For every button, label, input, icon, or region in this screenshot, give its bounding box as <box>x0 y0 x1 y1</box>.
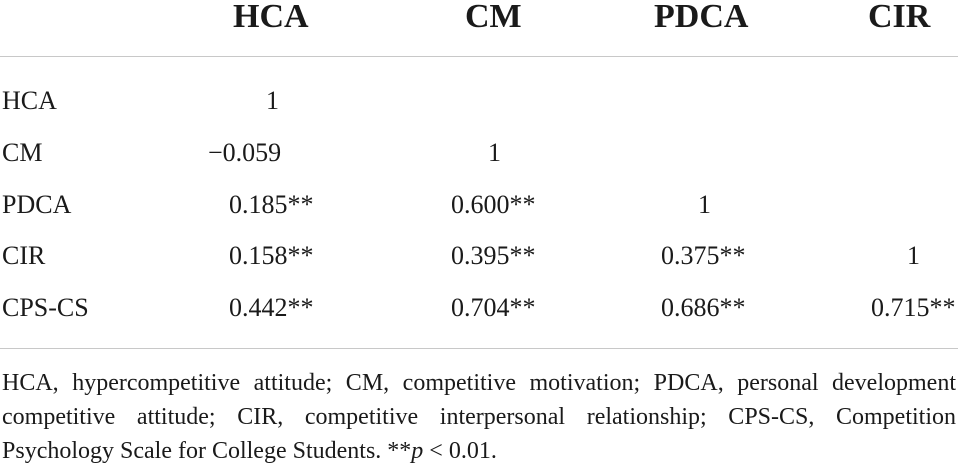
table-footnote: HCA, hypercompetitive attitude; CM, comp… <box>2 366 956 468</box>
footnote-text: HCA, hypercompetitive attitude; CM, comp… <box>2 370 956 464</box>
row-label-cir: CIR <box>2 241 46 270</box>
cell-pdca-hca: 0.185** <box>229 190 314 219</box>
cell-cir-cir: 1 <box>907 241 920 270</box>
row-label-cm: CM <box>2 138 43 167</box>
column-header-hca: HCA <box>233 0 309 35</box>
cell-cpscs-cir: 0.715** <box>871 293 956 322</box>
footnote-p-symbol: p <box>411 438 424 464</box>
cell-cm-cm: 1 <box>488 138 501 167</box>
cell-hca-hca: 1 <box>266 86 279 115</box>
footnote-p-threshold: < 0.01. <box>423 438 497 464</box>
cell-cpscs-hca: 0.442** <box>229 293 314 322</box>
cell-cm-hca: −0.059 <box>208 138 282 167</box>
cell-cir-cm: 0.395** <box>451 241 536 270</box>
cell-cir-pdca: 0.375** <box>661 241 746 270</box>
cell-cpscs-cm: 0.704** <box>451 293 536 322</box>
column-header-cir: CIR <box>868 0 931 35</box>
cell-cpscs-pdca: 0.686** <box>661 293 746 322</box>
row-label-cps-cs: CPS-CS <box>2 293 89 322</box>
header-rule <box>0 56 958 57</box>
footer-rule <box>0 348 958 349</box>
cell-pdca-pdca: 1 <box>698 190 711 219</box>
cell-pdca-cm: 0.600** <box>451 190 536 219</box>
row-label-pdca: PDCA <box>2 190 72 219</box>
row-label-hca: HCA <box>2 86 57 115</box>
column-header-pdca: PDCA <box>654 0 749 35</box>
column-header-cm: CM <box>465 0 522 35</box>
cell-cir-hca: 0.158** <box>229 241 314 270</box>
